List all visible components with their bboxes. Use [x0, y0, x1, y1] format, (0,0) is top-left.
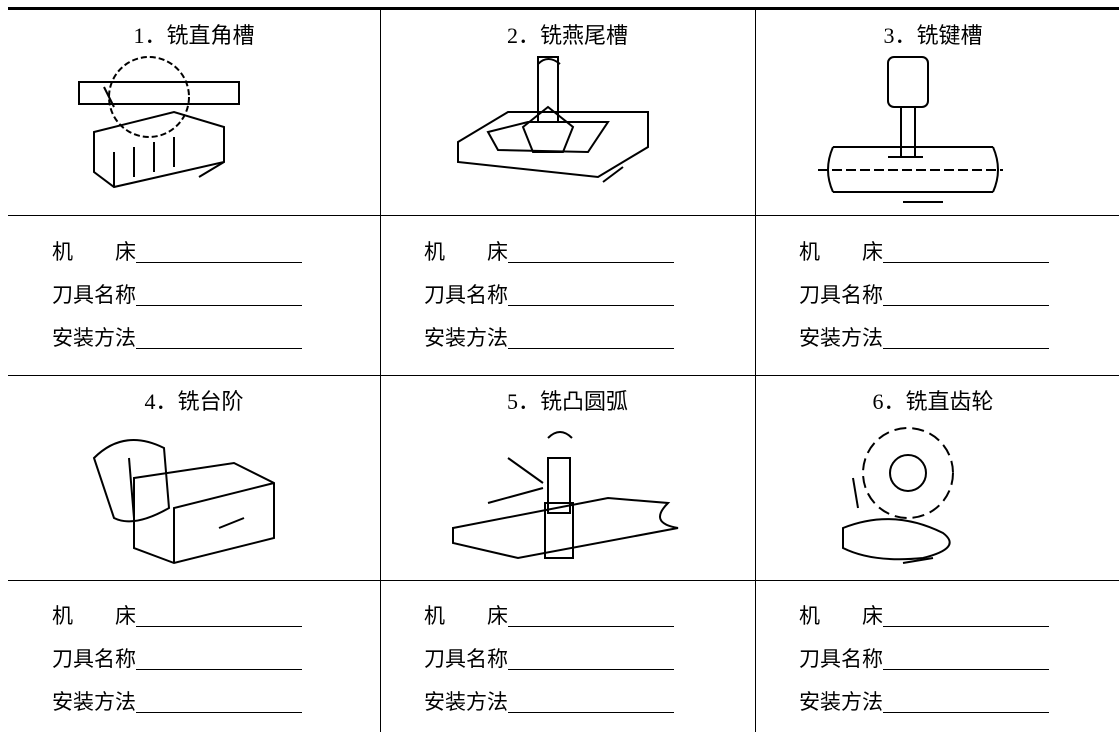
cell-title: 2．铣燕尾槽 — [506, 23, 628, 48]
blank-line — [508, 712, 674, 713]
form-field: 机 床 — [52, 600, 302, 630]
form-field: 刀具名称 — [52, 279, 302, 309]
form-field: 机 床 — [799, 600, 1049, 630]
blank-line — [136, 669, 302, 670]
blank-line — [508, 669, 674, 670]
form-field: 刀具名称 — [424, 279, 674, 309]
form-field: 刀具名称 — [799, 279, 1049, 309]
field-label: 机 床 — [799, 240, 883, 264]
blank-line — [883, 669, 1049, 670]
field-label: 刀具名称 — [799, 283, 883, 307]
form-field: 机 床 — [424, 600, 674, 630]
field-label: 安装方法 — [52, 326, 136, 350]
blank-line — [883, 262, 1049, 263]
blank-line — [508, 262, 674, 263]
field-label: 安装方法 — [799, 690, 883, 714]
blank-line — [508, 348, 674, 349]
illustration — [74, 52, 314, 212]
blank-line — [136, 712, 302, 713]
row-line — [8, 215, 1119, 216]
form-field: 安装方法 — [799, 322, 1049, 352]
illustration — [813, 418, 1053, 578]
field-label: 安装方法 — [799, 326, 883, 350]
row-line — [8, 375, 1119, 376]
blank-line — [883, 348, 1049, 349]
form-field: 机 床 — [799, 236, 1049, 266]
field-label: 机 床 — [52, 240, 136, 264]
field-label: 机 床 — [424, 604, 508, 628]
form-field: 安装方法 — [799, 686, 1049, 716]
field-label: 刀具名称 — [424, 647, 508, 671]
drawing — [78, 56, 240, 189]
form-field: 安装方法 — [52, 322, 302, 352]
drawing — [842, 427, 954, 564]
blank-line — [136, 626, 302, 627]
cell-title: 1．铣直角槽 — [133, 23, 255, 48]
form-field: 安装方法 — [52, 686, 302, 716]
form-field: 机 床 — [424, 236, 674, 266]
drawing — [451, 431, 678, 560]
illustration — [448, 418, 688, 578]
top-rule — [8, 7, 1119, 10]
form-field: 安装方法 — [424, 322, 674, 352]
field-label: 安装方法 — [424, 690, 508, 714]
form-field: 刀具名称 — [799, 643, 1049, 673]
drawing — [818, 56, 1003, 203]
field-label: 机 床 — [424, 240, 508, 264]
blank-line — [136, 305, 302, 306]
blank-line — [508, 305, 674, 306]
blank-line — [136, 348, 302, 349]
column-line — [755, 10, 756, 732]
form-field: 机 床 — [52, 236, 302, 266]
field-label: 刀具名称 — [52, 647, 136, 671]
blank-line — [136, 262, 302, 263]
field-label: 刀具名称 — [52, 283, 136, 307]
field-label: 刀具名称 — [799, 647, 883, 671]
cell-title: 5．铣凸圆弧 — [506, 389, 628, 414]
form-field: 安装方法 — [424, 686, 674, 716]
field-label: 刀具名称 — [424, 283, 508, 307]
illustration — [813, 52, 1053, 212]
form-field: 刀具名称 — [424, 643, 674, 673]
field-label: 机 床 — [799, 604, 883, 628]
blank-line — [883, 626, 1049, 627]
cell-title: 6．铣直齿轮 — [872, 389, 994, 414]
row-line — [8, 580, 1119, 581]
field-label: 安装方法 — [52, 690, 136, 714]
cell-title: 4．铣台阶 — [144, 389, 244, 414]
drawing — [456, 56, 649, 183]
cell-title: 3．铣键槽 — [883, 23, 983, 48]
column-line — [380, 10, 381, 732]
form-field: 刀具名称 — [52, 643, 302, 673]
blank-line — [883, 305, 1049, 306]
illustration — [74, 418, 314, 578]
field-label: 安装方法 — [424, 326, 508, 350]
blank-line — [883, 712, 1049, 713]
field-label: 机 床 — [52, 604, 136, 628]
blank-line — [508, 626, 674, 627]
drawing — [92, 439, 275, 565]
illustration — [448, 52, 688, 212]
